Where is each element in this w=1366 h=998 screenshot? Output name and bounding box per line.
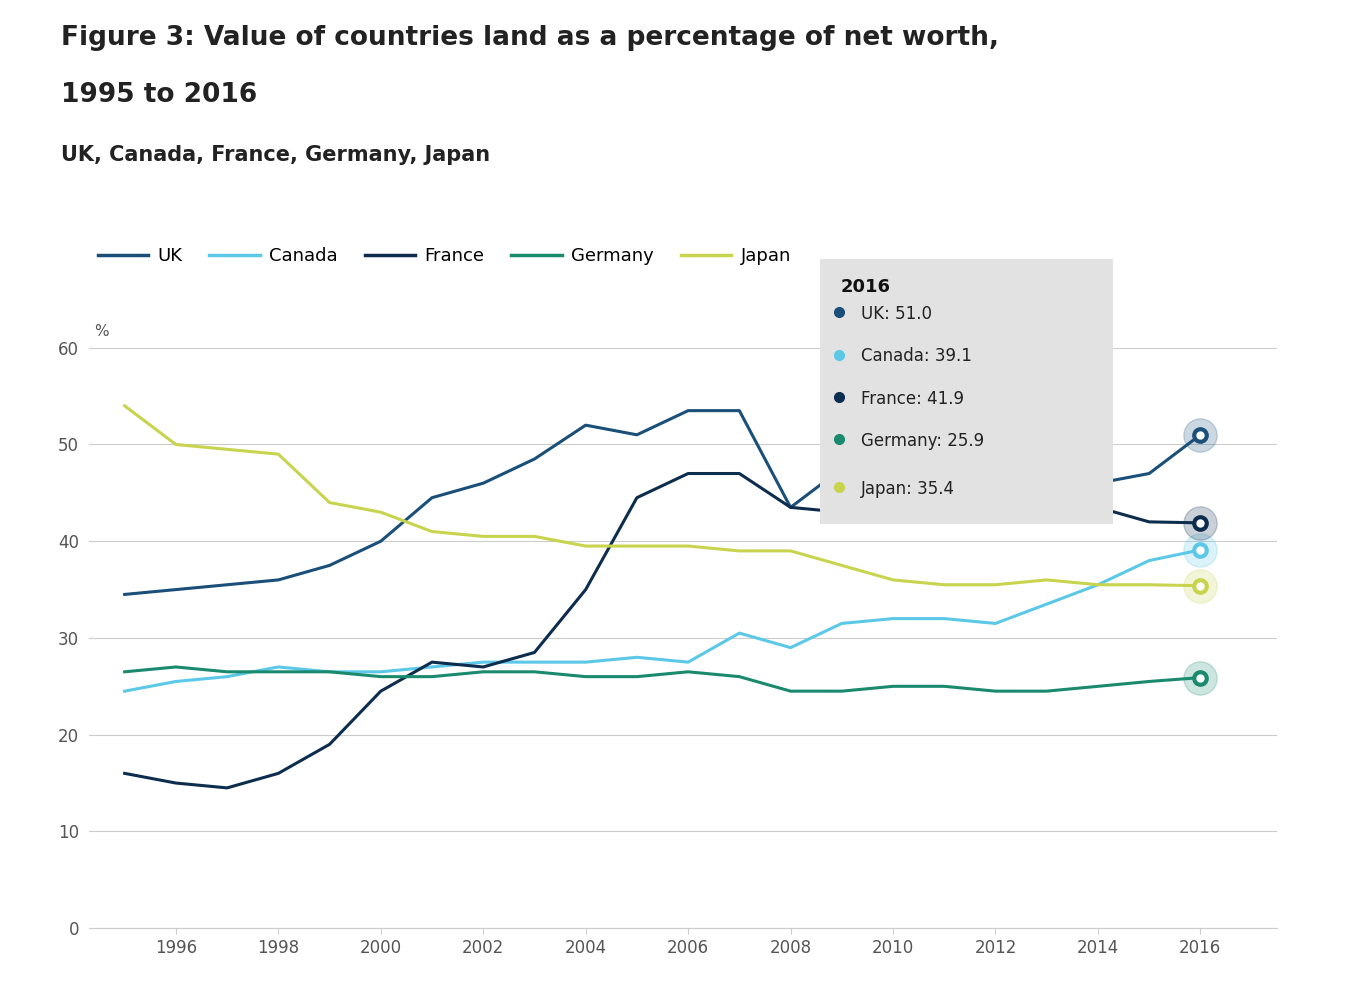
Text: Figure 3: Value of countries land as a percentage of net worth,: Figure 3: Value of countries land as a p… [61,25,1000,51]
Text: Canada: 39.1: Canada: 39.1 [861,347,971,365]
Text: France: 41.9: France: 41.9 [861,389,964,407]
Text: UK, Canada, France, Germany, Japan: UK, Canada, France, Germany, Japan [61,145,490,165]
Text: %: % [94,323,108,338]
Text: Germany: 25.9: Germany: 25.9 [861,432,984,450]
Legend: UK, Canada, France, Germany, Japan: UK, Canada, France, Germany, Japan [98,248,791,265]
Text: Japan: 35.4: Japan: 35.4 [861,479,955,498]
Text: 1995 to 2016: 1995 to 2016 [61,82,258,108]
Text: UK: 51.0: UK: 51.0 [861,305,932,323]
Text: 2016: 2016 [840,278,891,296]
